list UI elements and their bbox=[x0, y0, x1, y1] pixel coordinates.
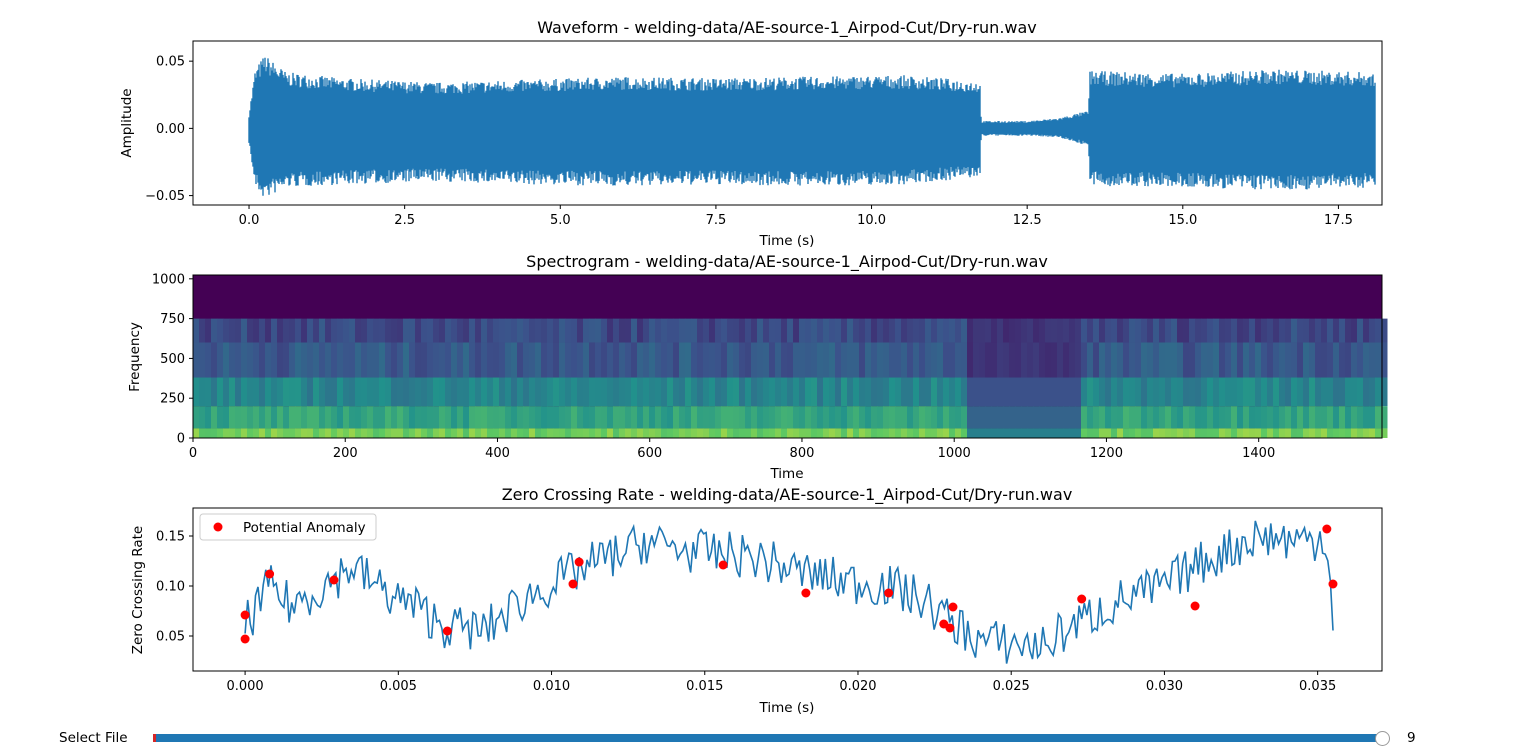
zcr-xtick-label: 0.015 bbox=[686, 679, 723, 694]
zcr-xtick-label: 0.035 bbox=[1299, 679, 1336, 694]
anomaly-point bbox=[240, 634, 250, 644]
zcr-legend-marker bbox=[213, 522, 223, 532]
anomaly-point bbox=[329, 575, 339, 585]
anomaly-point bbox=[1077, 594, 1087, 604]
anomaly-point bbox=[948, 602, 958, 612]
spectrogram-frame bbox=[192, 274, 1383, 439]
anomaly-point bbox=[1190, 601, 1200, 611]
waveform-xtick-label: 7.5 bbox=[706, 213, 727, 228]
slider-label: Select File bbox=[59, 730, 128, 746]
spectrogram-band bbox=[193, 342, 1388, 378]
spectrogram-ytick-label: 500 bbox=[160, 352, 185, 367]
file-slider-track[interactable] bbox=[155, 734, 1382, 742]
zcr-frame bbox=[192, 507, 1383, 672]
waveform-xtick-label: 12.5 bbox=[1013, 213, 1042, 228]
spectrogram-xtick-label: 1200 bbox=[1090, 446, 1123, 461]
anomaly-point bbox=[442, 626, 452, 636]
spectrogram-band bbox=[193, 377, 1388, 407]
spectrogram-axes: 0 200 400 600 800 1000 1200 1400 0 250 500 750 1000 bbox=[152, 272, 1275, 461]
zcr-title: Zero Crossing Rate - welding-data/AE-sou… bbox=[502, 485, 1073, 505]
spectrogram-ytick-label: 0 bbox=[177, 432, 185, 447]
zcr-plot-area bbox=[240, 520, 1338, 664]
zcr-xtick-label: 0.010 bbox=[533, 679, 570, 694]
anomaly-point bbox=[945, 623, 955, 633]
waveform-axes: 0.0 2.5 5.0 7.5 10.0 12.5 15.0 17.5 −0.05 0.00 0.0… bbox=[145, 55, 1353, 228]
zcr-legend: Potential Anomaly bbox=[199, 513, 377, 541]
zcr-xtick-label: 0.030 bbox=[1146, 679, 1183, 694]
zcr-xtick-label: 0.020 bbox=[839, 679, 876, 694]
waveform-xtick-label: 17.5 bbox=[1324, 213, 1353, 228]
file-slider-handle[interactable] bbox=[1375, 731, 1390, 746]
zcr-ylabel: Zero Crossing Rate bbox=[130, 526, 146, 655]
anomaly-point bbox=[801, 588, 811, 598]
zcr-series-line bbox=[244, 520, 1334, 664]
spectrogram-ytick-label: 750 bbox=[160, 312, 185, 327]
spectrogram-xtick-label: 800 bbox=[790, 446, 815, 461]
waveform-xtick-label: 10.0 bbox=[857, 213, 886, 228]
waveform-ytick-label: 0.05 bbox=[156, 55, 185, 70]
zcr-xtick-label: 0.005 bbox=[380, 679, 417, 694]
zcr-panel: Zero Crossing Rate - welding-data/AE-sou… bbox=[130, 485, 1383, 716]
zcr-axes: 0.000 0.005 0.010 0.015 0.020 0.025 0.030 0.035… bbox=[156, 530, 1336, 695]
zcr-legend-box bbox=[199, 513, 377, 541]
spectrogram-xtick-label: 1000 bbox=[938, 446, 971, 461]
spectrogram-ylabel: Frequency bbox=[127, 322, 143, 392]
waveform-ytick-label: 0.00 bbox=[156, 122, 185, 137]
zcr-xlabel: Time (s) bbox=[759, 700, 815, 716]
zcr-ytick-label: 0.10 bbox=[156, 580, 185, 595]
spectrogram-xtick-label: 1400 bbox=[1242, 446, 1275, 461]
spectrogram-xtick-label: 400 bbox=[485, 446, 510, 461]
slider-start-marker bbox=[153, 734, 156, 742]
zcr-xtick-label: 0.000 bbox=[226, 679, 263, 694]
anomaly-point bbox=[265, 569, 275, 579]
anomaly-point bbox=[884, 588, 894, 598]
spectrogram-band bbox=[193, 406, 1388, 429]
zcr-legend-label: Potential Anomaly bbox=[243, 520, 366, 536]
spectrogram-band bbox=[193, 428, 1388, 438]
anomaly-point bbox=[240, 610, 250, 620]
anomaly-point bbox=[718, 560, 728, 570]
spectrogram-ytick-label: 1000 bbox=[152, 272, 185, 287]
waveform-xlabel: Time (s) bbox=[759, 233, 815, 249]
waveform-xtick-label: 5.0 bbox=[550, 213, 571, 228]
spectrogram-panel: Spectrogram - welding-data/AE-source-1_A… bbox=[127, 252, 1388, 482]
zcr-ytick-label: 0.15 bbox=[156, 530, 185, 545]
zcr-ytick-label: 0.05 bbox=[156, 630, 185, 645]
anomaly-point bbox=[574, 557, 584, 567]
waveform-xtick-label: 0.0 bbox=[239, 213, 260, 228]
anomaly-point bbox=[1328, 579, 1338, 589]
spectrogram-xtick-label: 0 bbox=[189, 446, 197, 461]
waveform-xtick-label: 15.0 bbox=[1168, 213, 1197, 228]
anomaly-point bbox=[1322, 524, 1332, 534]
anomaly-point bbox=[568, 579, 578, 589]
waveform-panel: Waveform - welding-data/AE-source-1_Airp… bbox=[119, 18, 1383, 249]
waveform-ylabel: Amplitude bbox=[119, 88, 135, 157]
slider-value: 9 bbox=[1407, 730, 1416, 746]
spectrogram-band bbox=[193, 318, 1388, 343]
zcr-xtick-label: 0.025 bbox=[993, 679, 1030, 694]
spectrogram-ytick-label: 250 bbox=[160, 392, 185, 407]
spectrogram-xtick-label: 600 bbox=[637, 446, 662, 461]
waveform-plot-area bbox=[248, 57, 1376, 196]
waveform-title: Waveform - welding-data/AE-source-1_Airp… bbox=[537, 18, 1037, 38]
waveform-ytick-label: −0.05 bbox=[145, 189, 185, 204]
waveform-xtick-label: 2.5 bbox=[394, 213, 415, 228]
waveform-frame bbox=[192, 40, 1383, 206]
spectrogram-title: Spectrogram - welding-data/AE-source-1_A… bbox=[526, 252, 1048, 272]
spectrogram-plot-area bbox=[193, 275, 1388, 438]
spectrogram-xtick-label: 200 bbox=[333, 446, 358, 461]
spectrogram-xlabel: Time bbox=[769, 466, 803, 482]
waveform-signal bbox=[248, 57, 1376, 196]
